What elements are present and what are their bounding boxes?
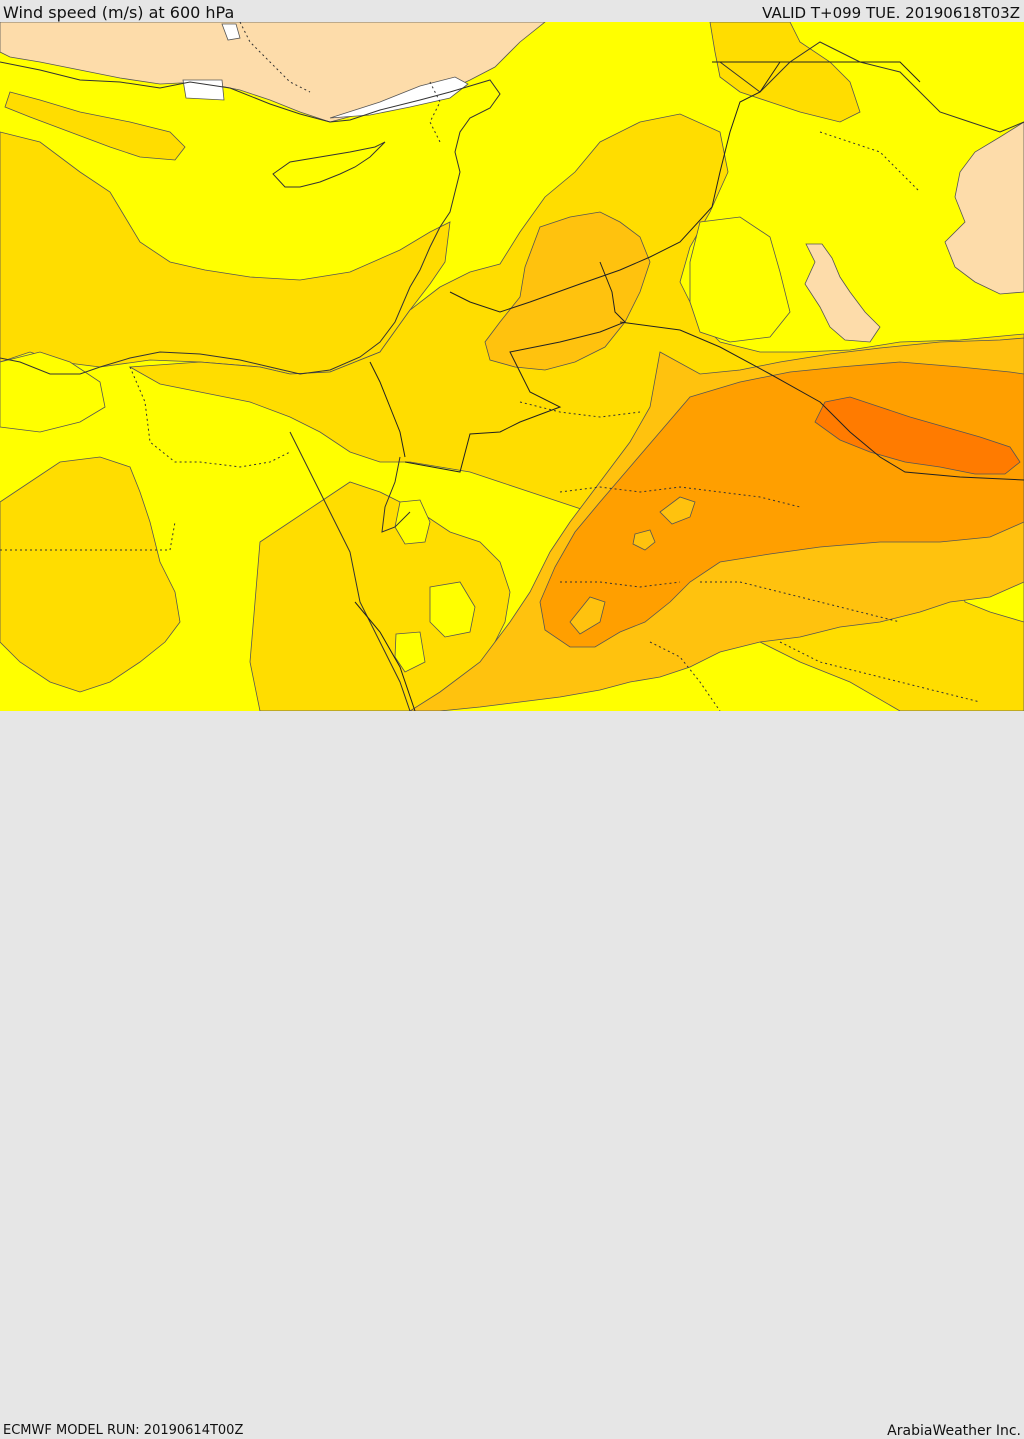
no-data-patch bbox=[182, 23, 469, 119]
wind-band-1-northeast bbox=[709, 22, 861, 123]
map-title: Wind speed (m/s) at 600 hPa bbox=[3, 3, 235, 22]
coastlines bbox=[0, 41, 1024, 711]
wind-band-1-arabia-south bbox=[249, 481, 511, 711]
wind-band-1-west bbox=[0, 131, 451, 375]
wind-band-1-band-west bbox=[4, 91, 186, 161]
credit-label: ArabiaWeather Inc. bbox=[887, 1423, 1021, 1439]
province-borders bbox=[0, 22, 981, 711]
wind-band-1-south bbox=[0, 456, 181, 693]
low-wind-area-east bbox=[944, 121, 1024, 295]
valid-time-label: VALID T+099 TUE. 20190618T03Z bbox=[762, 4, 1020, 22]
map-canvas bbox=[0, 22, 1024, 711]
footer-bar: ECMWF MODEL RUN: 20190614T00Z ArabiaWeat… bbox=[0, 711, 1024, 1439]
model-run-label: ECMWF MODEL RUN: 20190614T00Z bbox=[3, 1423, 244, 1438]
calm-island-a bbox=[569, 496, 696, 635]
wind-band-2-jordan bbox=[484, 211, 651, 371]
calm-pocket-2 bbox=[689, 216, 791, 343]
low-wind-patch-gulf bbox=[804, 243, 881, 343]
calm-pocket-1 bbox=[0, 351, 106, 433]
header-bar: Wind speed (m/s) at 600 hPa VALID T+099 … bbox=[0, 0, 1024, 22]
wind-band-4-core bbox=[814, 396, 1021, 475]
wind-speed-map bbox=[0, 22, 1024, 711]
country-borders bbox=[354, 61, 1024, 711]
